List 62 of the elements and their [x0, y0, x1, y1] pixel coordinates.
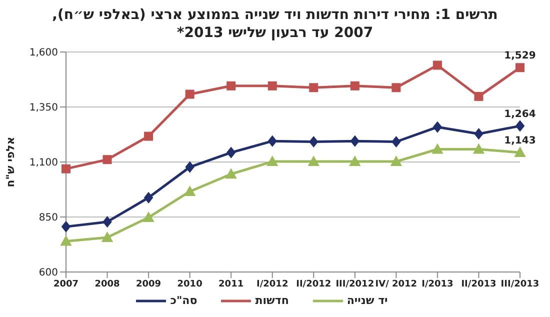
point	[226, 168, 237, 179]
point	[432, 122, 442, 133]
data-label: 1,264	[504, 108, 536, 120]
x-tick-label: I/2012	[256, 279, 288, 290]
y-axis-title: אלפי ש"ח	[4, 136, 17, 188]
point	[185, 162, 194, 173]
point	[144, 132, 154, 141]
x-tick-label: 2008	[94, 279, 120, 290]
x-tick-label: 2011	[218, 279, 244, 290]
y-tick-label: 1,100	[29, 158, 58, 169]
y-tick-label: 1,600	[29, 48, 58, 59]
point	[185, 90, 194, 99]
point	[266, 156, 278, 166]
point	[62, 164, 70, 174]
x-tick-label: 2010	[177, 279, 202, 290]
point	[474, 128, 484, 140]
point	[184, 186, 196, 196]
point	[392, 136, 401, 148]
y-tick-label: 600	[38, 268, 58, 279]
x-tick-label: 2009	[136, 279, 162, 290]
point	[309, 83, 318, 92]
point	[60, 236, 72, 246]
point	[268, 136, 277, 147]
point	[349, 156, 360, 166]
point	[143, 212, 154, 222]
legend-label: חדשות	[255, 294, 289, 307]
point	[102, 155, 112, 164]
point	[144, 192, 154, 204]
point	[350, 136, 360, 147]
point	[514, 147, 526, 158]
data-label: 1,529	[504, 50, 536, 62]
point	[62, 221, 70, 232]
point	[432, 60, 442, 70]
y-tick-label: 850	[38, 212, 58, 224]
point	[390, 156, 402, 166]
point	[432, 144, 443, 154]
point	[350, 81, 360, 90]
point	[309, 136, 318, 148]
x-tick-label: II/2013	[461, 279, 496, 290]
point	[474, 92, 484, 101]
point	[226, 147, 236, 158]
legend-label: סה"כ	[170, 294, 198, 307]
chart-subtitle: 2007 עד רבעון שלישי 2013*	[176, 24, 374, 42]
point	[473, 144, 484, 154]
x-tick-label: III/2013	[500, 279, 540, 290]
x-tick-label: III/2012	[336, 279, 374, 290]
x-tick-label: II/2012	[296, 279, 332, 290]
point	[516, 63, 524, 72]
point	[226, 81, 236, 90]
point	[516, 120, 524, 132]
x-tick-label: I/2013	[422, 279, 454, 290]
point	[392, 83, 401, 92]
point	[102, 216, 112, 228]
x-tick-label: IV/ 2012	[375, 279, 418, 290]
point	[268, 81, 277, 90]
data-label: 1,143	[504, 136, 536, 147]
legend-label: יד שנייה	[346, 294, 388, 307]
point	[308, 156, 320, 166]
x-tick-label: 2007	[53, 279, 79, 290]
y-tick-label: 1,350	[29, 102, 58, 114]
point	[102, 232, 113, 242]
chart-title: תרשים 1: מחירי דירות חדשות ויד שנייה בממוצע ארצי (באלפי ש״ח),	[51, 6, 499, 24]
